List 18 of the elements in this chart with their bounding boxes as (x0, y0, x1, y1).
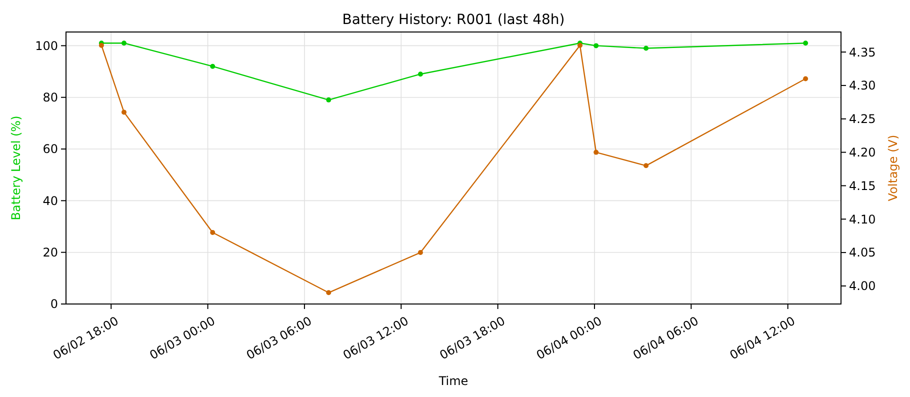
y2-tick-label: 4.30 (849, 78, 876, 93)
x-axis-title: Time (438, 374, 468, 388)
y-tick-label: 20 (42, 246, 58, 260)
y2-tick-label: 4.35 (849, 45, 876, 60)
y2-axis-title: Voltage (V) (886, 134, 900, 202)
y2-tick-label: 4.15 (849, 178, 876, 193)
y2-tick-label: 4.10 (849, 212, 876, 226)
y-tick-label: 60 (42, 142, 58, 156)
y-axis-title: Battery Level (%) (9, 116, 23, 220)
y2-tick-label: 4.20 (849, 145, 876, 160)
y-tick-label: 40 (42, 194, 58, 208)
y2-tick-label: 4.00 (849, 279, 876, 294)
y2-tick-label: 4.25 (849, 112, 876, 126)
chart-title: Battery History: R001 (last 48h) (342, 12, 565, 28)
y-tick-label: 0 (50, 297, 58, 312)
y2-tick-label: 4.05 (849, 246, 876, 260)
y-tick-label: 100 (35, 38, 58, 53)
y-tick-label: 80 (42, 90, 58, 105)
